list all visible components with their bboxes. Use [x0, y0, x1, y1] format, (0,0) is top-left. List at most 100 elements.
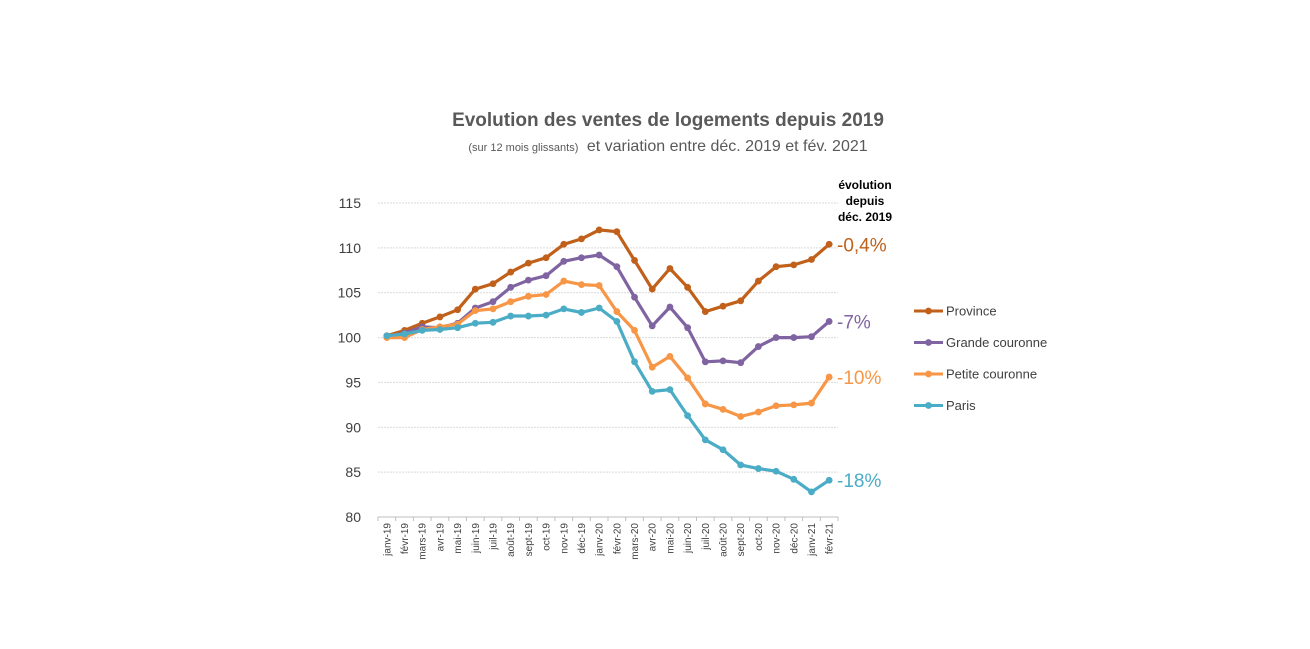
legend-label: Province — [946, 304, 997, 319]
data-point-paris — [454, 324, 462, 332]
legend-label: Grande couronne — [946, 335, 1047, 350]
data-point-province — [595, 226, 603, 234]
data-point-paris — [684, 412, 692, 420]
data-point-paris — [754, 465, 762, 472]
data-point-paris — [578, 309, 585, 316]
data-point-paris — [507, 312, 515, 320]
series-line-grande-couronne — [385, 253, 831, 365]
data-point-paris — [560, 305, 568, 313]
chart-subtitle-small: (sur 12 mois glissants) — [468, 142, 578, 154]
x-tick-label: mai-20 — [665, 523, 676, 554]
data-point-paris — [542, 311, 550, 319]
data-point-paris — [595, 304, 603, 312]
data-point-paris — [666, 386, 674, 394]
data-point-province — [684, 283, 692, 291]
legend-label: Paris — [946, 398, 976, 413]
data-point-petite-couronne — [719, 405, 727, 413]
series-line-province — [385, 228, 831, 338]
y-tick-label: 115 — [339, 195, 362, 211]
data-point-grande-couronne — [684, 324, 692, 332]
data-point-paris — [808, 488, 815, 496]
legend-swatch-marker — [925, 402, 932, 409]
data-point-province — [648, 285, 656, 293]
data-point-province — [719, 302, 727, 310]
evolution-label-grande-couronne: -7% — [837, 312, 871, 333]
data-point-petite-couronne — [631, 326, 638, 334]
chart-subtitle: (sur 12 mois glissants) et variation ent… — [468, 138, 867, 155]
series-paris — [383, 304, 833, 496]
y-tick-label: 80 — [345, 509, 361, 525]
data-point-grande-couronne — [754, 343, 762, 350]
series-layer — [383, 226, 833, 496]
legend-label: Petite couronne — [946, 367, 1037, 382]
data-point-grande-couronne — [719, 357, 727, 365]
data-point-province — [737, 297, 745, 305]
x-tick-label: janv-19 — [382, 523, 393, 557]
legend-item-province: Province — [914, 304, 997, 319]
data-point-petite-couronne — [595, 282, 603, 289]
data-point-province — [436, 313, 444, 321]
chart-subtitle-main: et variation entre déc. 2019 et fév. 202… — [587, 138, 868, 155]
x-tick-label: nov-19 — [559, 523, 570, 554]
x-tick-label: juin-19 — [471, 523, 482, 554]
y-tick-label: 90 — [345, 419, 361, 435]
series-line-petite-couronne — [385, 279, 831, 419]
evolution-label-petite-couronne: -10% — [837, 368, 881, 389]
data-point-petite-couronne — [471, 307, 479, 315]
series-petite-couronne — [383, 277, 833, 420]
data-point-paris — [524, 312, 532, 320]
data-point-petite-couronne — [524, 292, 532, 300]
data-point-petite-couronne — [542, 291, 550, 298]
data-point-grande-couronne — [524, 276, 532, 284]
evolution-header-line2: depuis — [846, 194, 885, 208]
data-point-petite-couronne — [578, 281, 585, 289]
data-point-province — [542, 254, 550, 262]
data-point-petite-couronne — [808, 399, 815, 407]
data-point-province — [754, 277, 762, 285]
data-point-grande-couronne — [808, 333, 815, 341]
data-point-petite-couronne — [648, 363, 656, 371]
data-point-paris — [825, 476, 833, 484]
data-point-province — [613, 228, 621, 236]
evolution-label-paris: -18% — [837, 471, 881, 492]
legend: Province Grande couronne Petite couronne Pa… — [914, 304, 1047, 413]
evolution-labels: -0,4% -7% -10% -18% — [837, 235, 887, 492]
x-tick-label: oct-19 — [542, 523, 553, 551]
data-point-grande-couronne — [578, 254, 585, 262]
data-point-paris — [383, 332, 391, 340]
data-point-province — [489, 280, 497, 288]
data-point-petite-couronne — [772, 402, 780, 410]
x-tick-label: juil-20 — [701, 523, 712, 551]
data-point-paris — [701, 436, 709, 444]
evolution-header-line3: déc. 2019 — [838, 210, 892, 224]
data-point-petite-couronne — [666, 353, 674, 360]
x-tick-label: févr-20 — [612, 523, 623, 555]
x-tick-label: févr-19 — [400, 523, 411, 555]
data-point-paris — [648, 388, 656, 395]
data-point-petite-couronne — [489, 305, 497, 313]
legend-swatch-marker — [925, 307, 932, 315]
data-point-province — [578, 235, 585, 243]
data-point-paris — [790, 475, 798, 483]
y-tick-label: 110 — [339, 240, 362, 256]
data-point-grande-couronne — [737, 359, 745, 367]
y-tick-label: 85 — [345, 464, 361, 480]
data-point-province — [772, 263, 780, 271]
x-tick-label: août-19 — [506, 523, 517, 557]
data-point-grande-couronne — [631, 293, 638, 301]
x-tick-label: oct-20 — [754, 523, 765, 551]
x-tick-label: sept-19 — [524, 523, 535, 557]
data-point-grande-couronne — [489, 298, 497, 306]
x-tick-label: sept-20 — [736, 523, 747, 557]
data-point-grande-couronne — [701, 358, 709, 366]
x-tick-label: mai-19 — [453, 523, 464, 554]
legend-item-grande-couronne: Grande couronne — [914, 335, 1047, 350]
y-tick-label: 105 — [338, 285, 362, 301]
data-point-grande-couronne — [666, 303, 674, 311]
data-point-paris — [401, 330, 408, 338]
data-point-petite-couronne — [754, 408, 762, 416]
data-point-grande-couronne — [560, 257, 568, 265]
data-point-paris — [737, 461, 745, 469]
x-tick-label: janv-20 — [595, 523, 606, 557]
data-point-grande-couronne — [542, 272, 550, 280]
